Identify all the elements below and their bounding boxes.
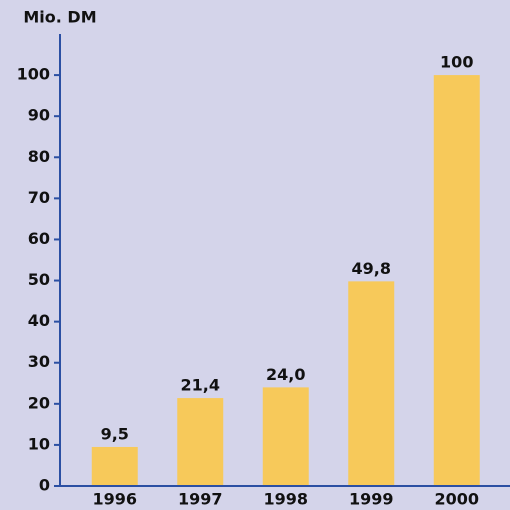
y-tick-label: 70: [28, 188, 50, 207]
bar: [177, 398, 224, 486]
y-tick-label: 10: [28, 434, 50, 453]
y-tick-label: 20: [28, 393, 50, 412]
x-tick-label: 1998: [263, 490, 308, 509]
x-tick-label: 2000: [434, 490, 479, 509]
x-tick-label: 1997: [178, 490, 223, 509]
value-label: 49,8: [352, 259, 391, 278]
bar: [433, 75, 480, 486]
y-tick-label: 80: [28, 147, 50, 166]
value-label: 24,0: [266, 365, 305, 384]
y-tick-label: 100: [17, 65, 50, 84]
y-tick-label: 0: [39, 476, 50, 495]
x-tick-label: 1996: [92, 490, 137, 509]
y-tick-label: 50: [28, 270, 50, 289]
y-tick-label: 30: [28, 352, 50, 371]
value-label: 9,5: [101, 424, 129, 443]
y-tick-label: 60: [28, 229, 50, 248]
y-tick-label: 90: [28, 106, 50, 125]
x-tick-label: 1999: [349, 490, 394, 509]
y-tick-label: 40: [28, 311, 50, 330]
chart-title: Mio. DM: [23, 8, 96, 27]
bar: [91, 446, 138, 486]
value-label: 21,4: [181, 376, 220, 395]
bar: [262, 387, 309, 486]
value-label: 100: [440, 53, 473, 72]
bar: [348, 281, 395, 486]
